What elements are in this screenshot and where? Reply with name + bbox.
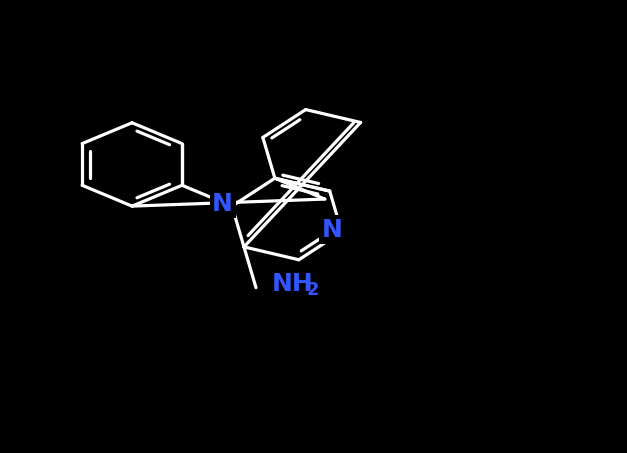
Text: 2: 2 (306, 281, 319, 299)
Text: NH: NH (271, 272, 314, 296)
Text: N: N (322, 217, 343, 241)
Text: N: N (212, 192, 233, 216)
